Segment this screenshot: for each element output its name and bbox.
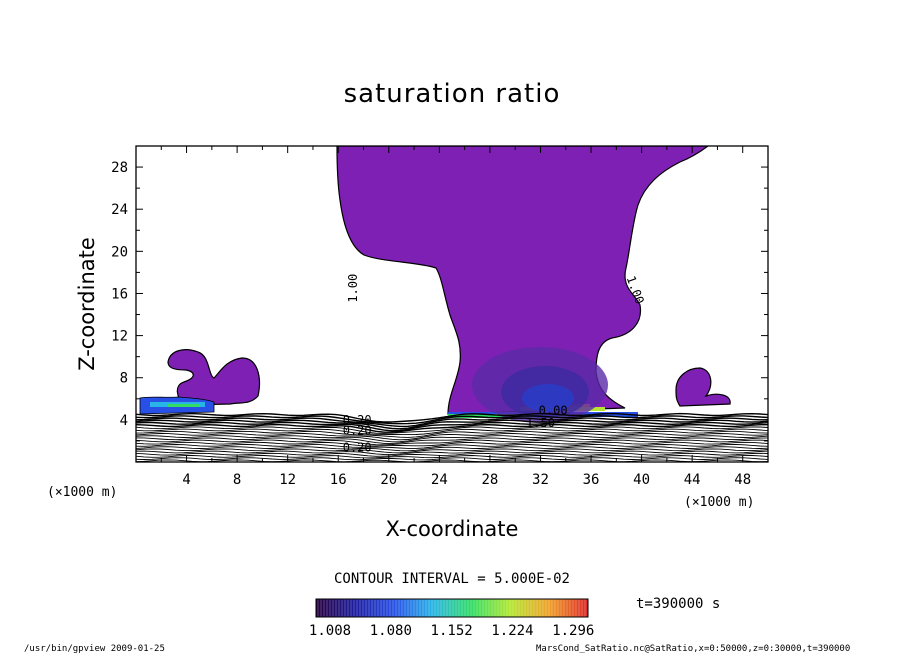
contour-line (136, 455, 768, 459)
contour-line (136, 417, 768, 428)
contour-line (136, 430, 768, 438)
contour-line (136, 446, 768, 452)
contour-interval-label: CONTOUR INTERVAL = 5.000E-02 (334, 571, 570, 587)
chart-title: saturation ratio (344, 79, 561, 109)
contour-line (136, 412, 768, 423)
contour-line (136, 459, 768, 462)
x-tick-label: 28 (481, 472, 498, 488)
contour-line (136, 439, 768, 446)
colorbar-frame (315, 598, 589, 618)
saturation-fill-layer (139, 146, 731, 423)
supersaturated-patch-right (675, 367, 731, 407)
colorbar-label: 1.224 (491, 623, 533, 639)
x-tick-label: 12 (279, 472, 296, 488)
contour-line (136, 448, 768, 454)
supersaturated-patch-left (167, 349, 261, 406)
contour-line (136, 419, 768, 430)
colorbar-stripes (317, 599, 586, 617)
contour-label: 0.00 (539, 404, 568, 418)
contour-line (136, 435, 768, 443)
plume-core-shading (472, 347, 608, 423)
x-tick-label: 16 (330, 472, 347, 488)
z-tick-label: 12 (111, 329, 128, 345)
contour-line (136, 452, 768, 457)
contour-line (136, 415, 768, 425)
contour-lines (136, 412, 768, 462)
contour-line (136, 426, 768, 434)
contour-label: 0.20 (343, 413, 372, 427)
contour-line (136, 423, 768, 433)
x-axis-unit: (×1000 m) (684, 495, 754, 510)
z-tick-label: 4 (120, 413, 128, 429)
contour-labels: 1.00 1.000.200.200.201.500.00 (343, 274, 647, 455)
contour-label: 0.20 (343, 424, 372, 438)
contour-label: 1.00 (346, 274, 360, 303)
z-tick-label: 16 (111, 286, 128, 302)
footer-left: /usr/bin/gpview 2009-01-25 (24, 644, 165, 654)
contour-line (136, 437, 768, 444)
contour-line (136, 444, 768, 449)
contour-line (136, 457, 768, 461)
colorbar-gradient (316, 599, 588, 617)
x-tick-label: 24 (431, 472, 448, 488)
colorbar-labels: 1.008 1.080 1.152 1.224 1.296 (309, 623, 594, 639)
z-tick-label: 28 (111, 160, 128, 176)
colorbar: 1.008 1.080 1.152 1.224 1.296 (309, 598, 594, 639)
contour-line (136, 450, 768, 456)
x-tick-label: 40 (633, 472, 650, 488)
contour-line (136, 433, 768, 441)
z-tick-label: 8 (120, 371, 128, 387)
core-shade-inner (522, 384, 574, 412)
colorbar-label: 1.008 (309, 623, 351, 639)
plot-frame (135, 145, 769, 463)
contour-line (136, 428, 768, 436)
footer-right: MarsCond_SatRatio.nc@SatRatio,x=0:50000,… (536, 644, 850, 654)
contour-line (136, 421, 768, 432)
x-tick-label: 4 (182, 472, 190, 488)
y-axis-label: Z-coordinate (75, 237, 99, 371)
contour-label: 0.20 (343, 440, 372, 454)
x-tick-label: 36 (583, 472, 600, 488)
x-tick-label: 8 (233, 472, 241, 488)
plot-area: 1.00 1.000.200.200.201.500.00 4 8 12 16 20 24 2… (111, 145, 769, 488)
z-tick-label: 24 (111, 202, 128, 218)
x-tick-label: 44 (684, 472, 701, 488)
x-tick-label: 48 (734, 472, 751, 488)
band-left-green (168, 404, 200, 407)
colorbar-label: 1.080 (370, 623, 412, 639)
colorbar-label: 1.152 (431, 623, 473, 639)
x-tick-label: 20 (380, 472, 397, 488)
contour-line (136, 441, 768, 447)
contour-label: 1.50 (526, 416, 555, 430)
z-tick-label: 20 (111, 244, 128, 260)
z-axis-unit: (×1000 m) (47, 485, 117, 500)
x-tick-label: 32 (532, 472, 549, 488)
x-axis-label: X-coordinate (386, 517, 519, 541)
colorbar-label: 1.296 (552, 623, 594, 639)
time-label: t=390000 s (636, 596, 720, 612)
